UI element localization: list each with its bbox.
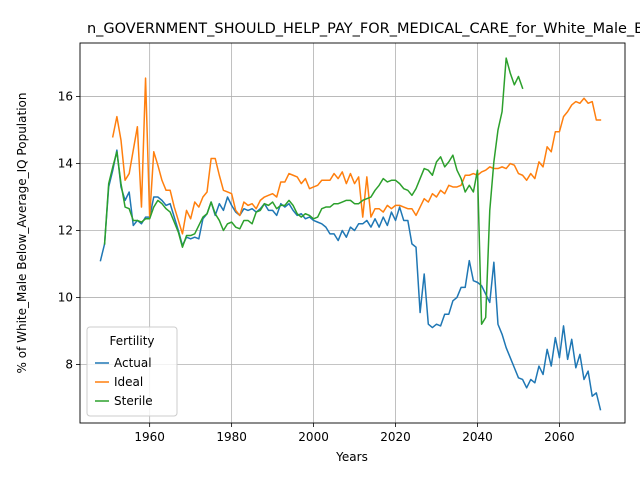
legend: Fertility Actual Ideal Sterile [86, 326, 178, 417]
legend-entries: Actual Ideal Sterile [95, 356, 153, 408]
legend-label-sterile: Sterile [114, 394, 153, 408]
legend-box [86, 326, 178, 417]
series-line-sterile [103, 57, 524, 325]
x-tick-label: 1960 [134, 430, 165, 444]
x-tick-label: 1980 [216, 430, 247, 444]
plot-frame [79, 42, 626, 424]
axis-ticks: 1960 1980 2000 2020 2040 2060 8 10 12 14 16 [58, 90, 575, 444]
x-tick-label: 2060 [544, 430, 575, 444]
y-tick-label: 8 [65, 357, 73, 371]
x-tick-label: 2040 [462, 430, 493, 444]
x-axis-label: Years [335, 450, 368, 464]
legend-title: Fertility [109, 334, 154, 348]
y-tick-label: 12 [58, 223, 73, 237]
y-tick-label: 10 [58, 290, 73, 304]
series-lines [99, 57, 602, 411]
y-axis-label: % of White_Male Below_Average_IQ Populat… [15, 93, 29, 374]
legend-label-actual: Actual [114, 356, 152, 370]
x-tick-label: 2020 [380, 430, 411, 444]
y-tick-label: 14 [58, 157, 73, 171]
series-line-ideal [111, 77, 602, 235]
y-tick-label: 16 [58, 90, 73, 104]
chart-title: n_GOVERNMENT_SHOULD_HELP_PAY_FOR_MEDICAL… [87, 21, 640, 37]
gridlines [80, 43, 625, 423]
legend-label-ideal: Ideal [114, 375, 143, 389]
x-tick-label: 2000 [298, 430, 329, 444]
